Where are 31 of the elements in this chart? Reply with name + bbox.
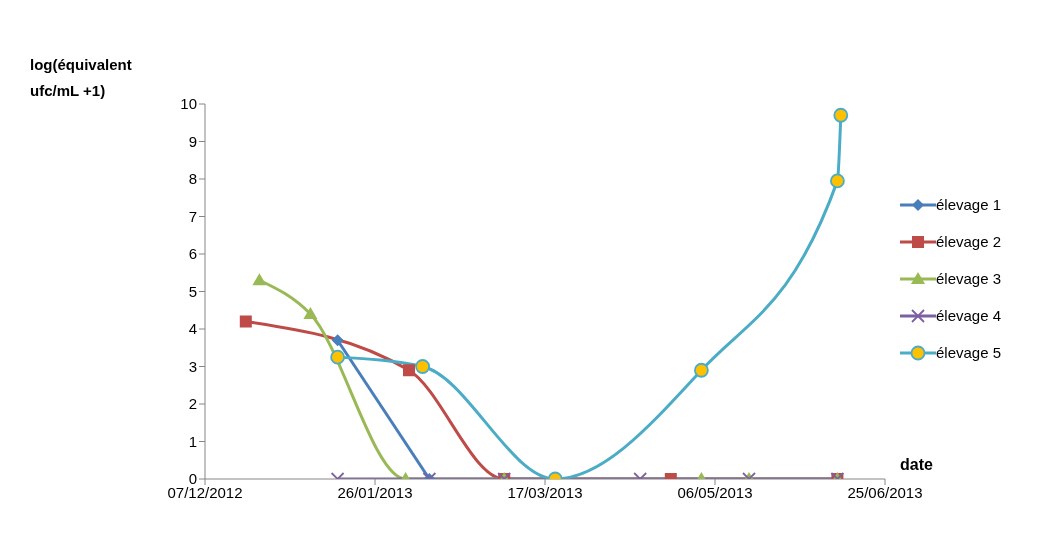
- y-tick-label: 4: [188, 320, 197, 338]
- x-tick-label: 26/01/2013: [337, 483, 413, 501]
- y-tick-label: 1: [188, 432, 197, 450]
- point: [415, 359, 430, 374]
- point: [830, 173, 845, 189]
- y-tick-label: 9: [188, 132, 197, 150]
- x-tick-label: 06/05/2013: [677, 483, 753, 501]
- point: [303, 307, 318, 319]
- y-axis-title: log(équivalent ufc/mL +1): [30, 55, 133, 101]
- point: [833, 107, 849, 123]
- legend-label: élevage 2: [936, 233, 1002, 250]
- legend-label: élevage 3: [936, 270, 1002, 287]
- x-axis-title: date: [900, 456, 933, 474]
- point: [694, 362, 709, 378]
- y-tick-label: 7: [188, 207, 197, 225]
- point: [331, 334, 344, 347]
- y-tick-label: 3: [188, 357, 197, 375]
- point: [252, 273, 267, 286]
- y-tick-label: 8: [188, 170, 197, 188]
- legend-label: élevage 4: [936, 307, 1002, 324]
- y-tick-label: 2: [188, 395, 197, 413]
- y-tick-label: 6: [188, 245, 197, 263]
- point: [239, 315, 252, 328]
- legend-label: élevage 5: [936, 344, 1002, 361]
- point: [403, 364, 415, 377]
- x-tick-label: 25/06/2013: [847, 483, 923, 501]
- x-tick-label: 17/03/2013: [507, 483, 583, 501]
- y-tick-label: 10: [180, 95, 197, 113]
- point: [330, 349, 345, 365]
- legend-label: élevage 1: [936, 196, 1002, 213]
- y-tick-label: 5: [188, 282, 197, 300]
